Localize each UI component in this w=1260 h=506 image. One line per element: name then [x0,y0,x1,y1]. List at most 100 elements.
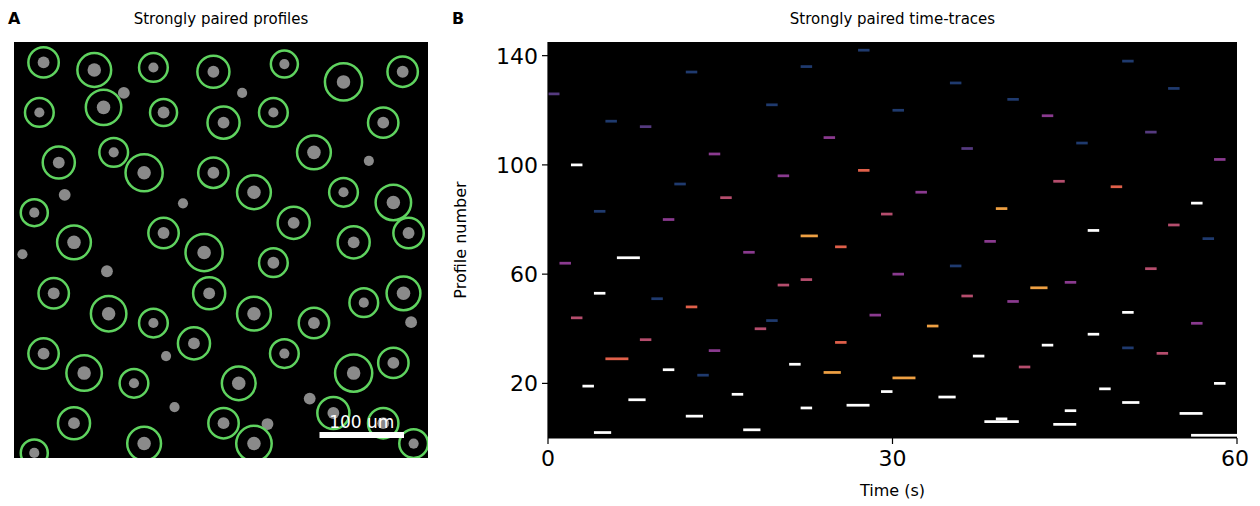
cell-body [29,448,39,458]
cell-body [307,146,321,160]
cell-body [118,87,130,99]
heatmap-cell [755,327,766,330]
profile-contour [376,185,411,220]
cell-body [267,257,279,269]
cell-body [207,66,219,78]
heatmap-cell [1111,185,1122,188]
heatmap-cell [858,49,869,52]
cell-body [338,187,348,197]
profile-contour [222,366,256,400]
cell-body [67,236,81,250]
heatmap-cell [686,306,697,309]
heatmap-cell [1180,412,1203,415]
profile-contour [349,288,378,317]
heatmap-cell [996,207,1007,210]
cell-body [158,227,170,239]
heatmap-cell [1007,300,1018,303]
cell-body [148,62,158,72]
profile-contour [208,408,238,438]
heatmap-cell [881,390,892,393]
heatmap-cell [801,278,812,281]
heatmap-cell [663,218,674,221]
cell-body [405,316,417,328]
profile-contour [120,369,149,398]
profile-contour [236,426,271,458]
profile-contour [43,147,75,179]
heatmap-cell [1191,434,1237,437]
heatmap-cell [720,196,731,199]
heatmap-cell [961,295,972,298]
profile-contour [259,248,288,277]
x-tick [892,438,893,444]
y-tick-label: 60 [510,262,538,287]
cell-body [188,337,200,349]
cell-body [101,265,113,277]
heatmap-cell [1145,131,1156,134]
cell-body [161,351,171,361]
heatmap-cell [950,82,961,85]
heatmap-cell [674,183,685,186]
heatmap-cell [835,341,846,344]
heatmap-cell [1122,311,1133,314]
profile-contour [329,178,358,207]
cell-body [279,59,289,69]
y-tick [542,274,548,275]
cell-body [247,307,261,321]
cell-body [247,437,261,451]
profile-contour [325,63,362,100]
cell-body [268,107,278,117]
heatmap-cell [686,71,697,74]
profile-contour [148,218,178,248]
heatmap-cell [778,174,789,177]
profile-contour [77,53,111,87]
figure: 100 umStrongly paired profilesA206010014… [0,0,1260,506]
profile-contour [28,338,58,368]
x-tick-label: 60 [1221,446,1249,471]
profile-contour [198,158,228,188]
heatmap-cell [1122,60,1133,63]
profile-contour [21,439,48,458]
heatmap-cell [1030,286,1047,289]
heatmap-cell [1007,98,1018,101]
profile-contour [207,107,239,139]
cell-body [337,75,351,89]
profile-contour [278,207,310,239]
image-marks [17,47,428,458]
profile-contour [91,296,126,331]
cell-body [102,307,116,321]
profile-contour [58,407,90,439]
profile-contour [28,47,58,77]
profile-contour [387,276,421,310]
profile-contour [186,234,223,271]
cell-body [232,377,246,391]
scale-bar [320,432,404,438]
cell-body [109,147,119,157]
heatmap-cell [1122,401,1139,404]
profile-contour [271,51,298,78]
heatmap-cell [640,338,651,341]
heatmap-cell [1122,347,1133,350]
heatmap-cell [663,368,674,371]
heatmap-cell [582,385,593,388]
cell-body [288,217,300,229]
heatmap-cell [973,355,984,358]
profile-contour [335,355,372,392]
heatmap-cell [548,93,559,96]
y-tick [542,164,548,165]
y-tick [542,383,548,384]
cell-body [158,107,170,119]
cell-body [409,438,419,448]
cell-body [397,66,409,78]
cell-body [387,196,401,210]
heatmap-cell [1065,281,1076,284]
profile-contour [393,218,423,248]
profile-contour [387,57,417,87]
profile-contour [297,135,331,169]
heatmap-cell [824,136,835,139]
panel-letter: A [8,9,21,28]
profile-contour [127,427,161,458]
heatmap-cell [1157,352,1168,355]
heatmap-cell [766,103,777,106]
heatmap-cell [1076,142,1087,145]
heatmap-cell [697,374,708,377]
